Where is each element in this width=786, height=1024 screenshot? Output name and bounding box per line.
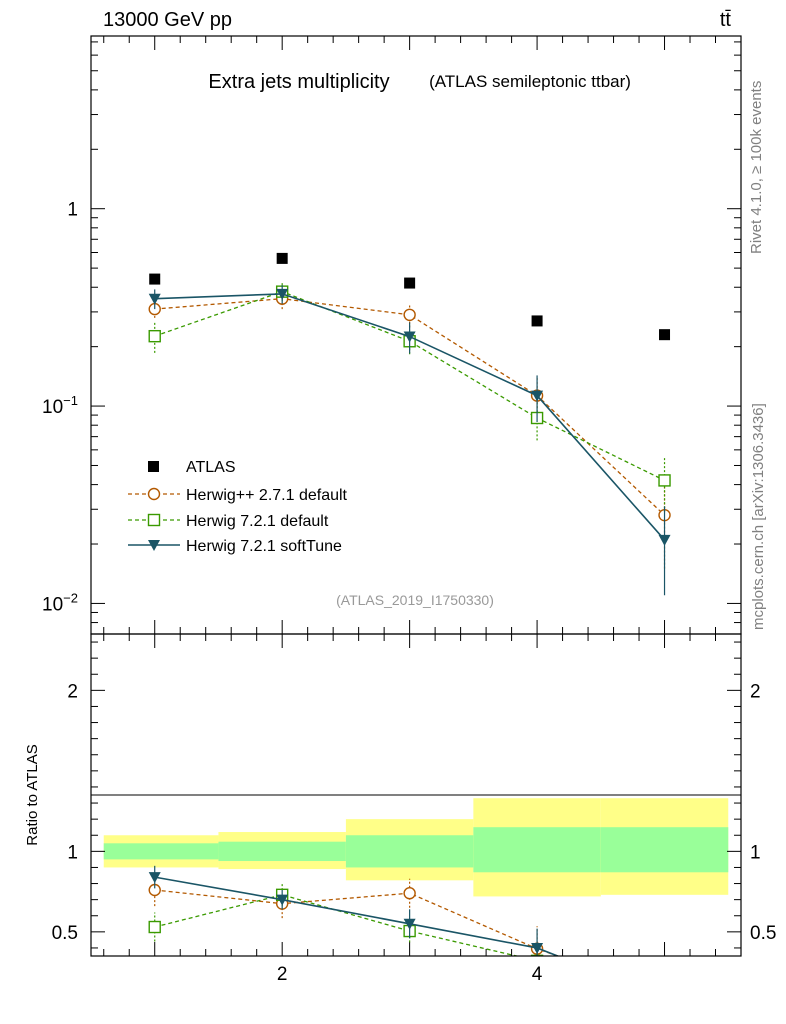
point-softtune [276,288,289,300]
ratio-point-softtune [148,872,161,884]
legend-label-herwigpp: Herwig++ 2.7.1 default [186,487,348,504]
energy-label: 13000 GeV pp [103,9,232,31]
mcplots-label: mcplots.cern.ch [arXiv:1306.3436] [750,403,767,630]
ratio-band-inner [600,827,729,873]
ratio-y-tick-label-left: 2 [67,681,78,702]
legend-marker-atlas [148,461,159,472]
ratio-y-tick-label-left: 1 [67,842,78,863]
legend-marker-herwigpp [147,487,161,501]
point-atlas [404,277,416,289]
ratio-point-herwigpp [403,887,416,900]
main-y-tick-label: 10−1 [42,393,78,418]
ratio-uncertainty-bands [103,798,729,897]
legend-label-softtune: Herwig 7.2.1 softTune [186,538,342,555]
point-softtune [403,331,416,343]
ratio-point-softtune [531,942,544,954]
main-series [148,252,671,596]
analysis-id-label: (ATLAS_2019_I1750330) [336,592,494,608]
main-y-tick-label: 10−2 [42,590,78,615]
plot-subtitle: (ATLAS semileptonic ttbar) [429,72,631,91]
ratio-tick-labels: 0.5 0.5 1 1 2 2 2 4 [52,681,777,985]
series-atlas [149,252,671,341]
plot-title: Extra jets multiplicity [208,71,389,93]
legend-marker-softtune [148,540,160,551]
process-label: tt̄ [720,9,732,31]
main-y-tick-labels: 10−2 10−1 1 [42,200,78,616]
rivet-version-label: Rivet 4.1.0, ≥ 100k events [748,81,765,254]
ratio-point-herwigpp [659,988,670,999]
point-herwig721 [148,329,161,343]
main-ticks [91,36,741,635]
legend-entry-softtune: Herwig 7.2.1 softTune [128,538,342,555]
point-atlas [531,315,543,327]
point-atlas [276,252,288,264]
ratio-y-tick-label-right: 2 [750,681,761,702]
ratio-y-tick-label-right: 0.5 [750,923,776,944]
legend-label-atlas: ATLAS [186,459,236,476]
main-y-tick-label: 1 [67,200,78,221]
series-softtune [148,285,671,596]
x-tick-label: 2 [277,964,288,985]
ratio-band-inner [345,835,474,868]
legend-label-herwig721: Herwig 7.2.1 default [186,513,329,530]
ratio-line-herwig721 [154,894,520,956]
ratio-panel: 0.5 0.5 1 1 2 2 2 4 Ratio to ATLAS [24,633,777,1004]
ratio-point-softtune [659,993,671,1004]
legend: ATLAS Herwig++ 2.7.1 default Herwig 7.2.… [128,459,348,555]
point-herwig721 [658,474,671,487]
point-softtune [658,534,671,546]
point-atlas [149,273,161,285]
ratio-series [148,865,671,1004]
legend-entry-atlas: ATLAS [148,459,236,476]
point-herwigpp [403,308,416,322]
ratio-line-herwigpp [154,889,560,956]
ratio-band-inner [473,827,601,873]
legend-entry-herwig721: Herwig 7.2.1 default [128,513,329,530]
main-panel: Extra jets multiplicity (ATLAS semilepto… [42,35,742,635]
ratio-point-softtune [403,918,416,930]
point-softtune [148,293,161,305]
ratio-y-tick-label-left: 0.5 [52,923,78,944]
ratio-y-axis-label: Ratio to ATLAS [24,744,41,845]
ratio-panel-frame [90,633,742,957]
ratio-point-herwig721 [148,920,161,934]
ratio-point-herwig721 [659,978,670,989]
series-line-herwigpp [154,298,665,516]
x-tick-label: 4 [532,964,543,985]
legend-entry-herwigpp: Herwig++ 2.7.1 default [128,487,348,504]
ratio-band-inner [103,843,219,860]
point-softtune [531,390,544,402]
ratio-series-softtune [148,865,671,1004]
point-atlas [659,329,671,341]
ratio-y-tick-label-right: 1 [750,842,761,863]
legend-marker-herwig721 [147,513,161,527]
ratio-point-softtune [276,894,289,906]
ratio-band-inner [218,841,346,862]
